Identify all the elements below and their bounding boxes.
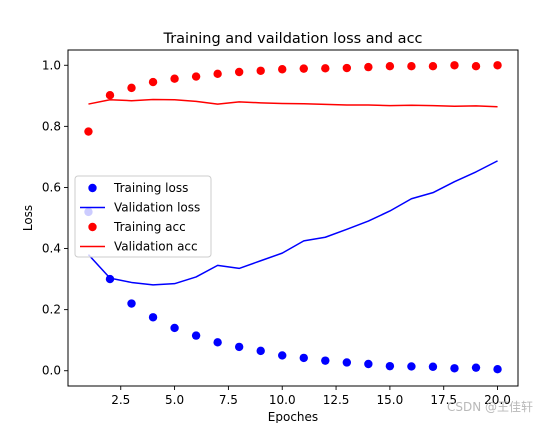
chart-title: Training and vaildation loss and acc	[162, 31, 422, 47]
training-loss-point	[191, 331, 201, 340]
training-loss-point	[493, 365, 502, 374]
training-loss-point	[170, 323, 179, 333]
legend-box	[74, 175, 212, 258]
y-tick-label: 1.0	[42, 58, 61, 72]
training-loss-point	[105, 274, 115, 284]
training-acc-point	[256, 66, 265, 75]
y-tick-label: 0.6	[42, 180, 61, 194]
training-loss-point	[299, 353, 308, 363]
training-loss-point	[256, 346, 265, 356]
legend-swatch-training-loss	[88, 183, 97, 193]
training-acc-point	[191, 72, 201, 81]
training-loss-point	[364, 359, 373, 369]
watermark: CSDN @王佳轩	[447, 400, 533, 414]
x-tick-label: 5.0	[165, 393, 184, 407]
x-tick-label: 10.0	[269, 393, 296, 407]
training-acc-point	[299, 64, 308, 73]
legend-swatch-training-acc	[88, 222, 97, 232]
y-tick-label: 0.4	[42, 242, 61, 256]
x-tick-label: 7.5	[219, 393, 238, 407]
x-axis: 2.5 5.0 7.5 10.0 12.5 15.0 17.5 20.0	[111, 386, 511, 407]
series-layer	[84, 61, 502, 374]
x-tick-label: 17.5	[430, 393, 457, 407]
training-loss-point	[407, 362, 416, 371]
training-loss-point	[234, 342, 244, 352]
training-loss-point	[428, 362, 438, 371]
legend-label-training-acc: Training acc	[113, 220, 186, 234]
training-acc-point	[170, 74, 179, 83]
training-loss-point	[450, 364, 459, 373]
y-tick-label: 0.0	[42, 364, 61, 378]
validation-acc-line	[88, 98, 498, 108]
training-loss-point	[278, 351, 287, 360]
training-acc-point	[234, 67, 244, 77]
training-acc-point	[428, 61, 438, 71]
training-acc-point	[84, 127, 93, 136]
y-tick-label: 0.8	[42, 119, 61, 133]
training-acc-point	[407, 61, 416, 71]
training-loss-point	[342, 358, 352, 367]
training-acc-point	[471, 61, 481, 71]
x-tick-label: 20.0	[484, 393, 511, 407]
legend-label-training-loss: Training loss	[113, 181, 188, 195]
x-tick-label: 12.5	[323, 393, 350, 407]
training-acc-point	[385, 61, 395, 71]
validation-loss-line	[87, 160, 498, 286]
training-loss-point	[127, 299, 136, 308]
training-loss-point	[213, 338, 222, 347]
y-axis-label: Loss	[21, 205, 35, 231]
training-acc-point	[493, 61, 502, 70]
training-acc-point	[213, 69, 222, 79]
y-tick-label: 0.2	[42, 303, 61, 317]
legend-label-validation-acc: Validation acc	[114, 240, 198, 254]
legend-label-validation-loss: Validation loss	[114, 201, 200, 215]
y-axis: 0.0 0.2 0.4 0.6 0.8 1.0	[42, 58, 68, 378]
x-axis-label: Epoches	[268, 410, 318, 423]
training-acc-point	[105, 91, 115, 100]
training-acc-point	[450, 61, 459, 70]
legend: Training loss Validation loss Training acc…	[74, 175, 212, 258]
training-acc-point	[342, 63, 352, 73]
x-tick-label: 15.0	[377, 393, 404, 407]
training-acc-point	[278, 65, 287, 74]
training-acc-point	[127, 83, 136, 93]
training-acc-point	[364, 62, 373, 72]
training-loss-point	[471, 363, 481, 372]
training-loss-point	[321, 356, 330, 365]
training-loss-point	[385, 361, 395, 371]
training-acc-point	[148, 77, 158, 87]
training-acc-point	[321, 64, 330, 73]
plot-frame	[67, 49, 519, 387]
x-tick-label: 2.5	[111, 393, 130, 407]
training-loss-point	[148, 313, 158, 322]
